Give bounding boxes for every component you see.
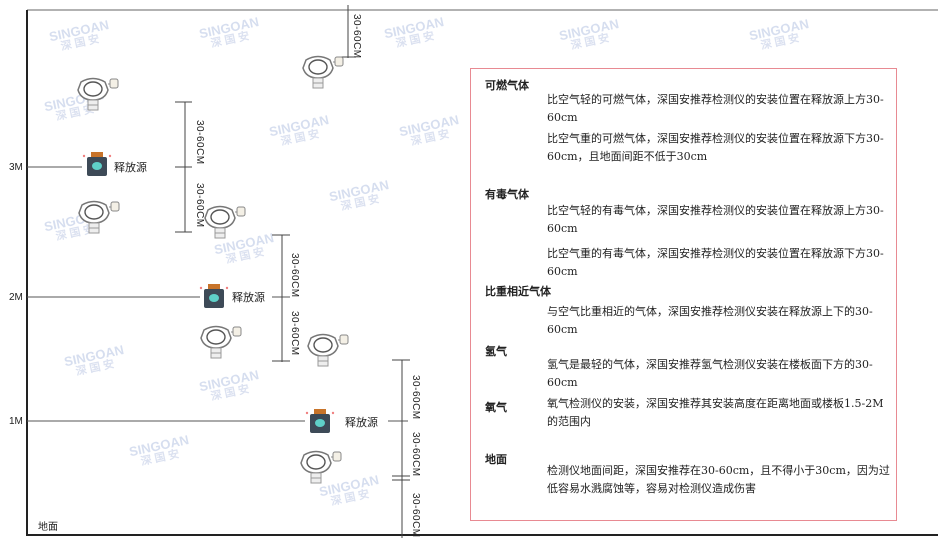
dimension-label: 30-60CM [194, 120, 205, 165]
dimension-label: 30-60CM [410, 432, 421, 477]
section-title-hydrogen: 氢气 [485, 345, 507, 358]
section-text: 比空气重的可燃气体，深国安推荐检测仪的安装位置在释放源下方30-60cm，且地面… [547, 132, 884, 163]
gas-detector-icon [307, 333, 349, 367]
gas-detector-icon [302, 55, 344, 89]
gas-detector-icon [78, 200, 120, 234]
section-title-similar-density: 比重相近气体 [485, 285, 551, 298]
section-title-toxic: 有毒气体 [485, 188, 529, 201]
level-label-2m: 2M [9, 292, 23, 303]
installation-guide-panel: 可燃气体 比空气轻的可燃气体，深国安推荐检测仪的安装位置在释放源上方30-60c… [470, 68, 897, 521]
dimension-lines [175, 5, 410, 538]
gas-detector-icon [77, 77, 119, 111]
release-source-icon [82, 152, 112, 176]
release-source-icon [305, 409, 335, 433]
dimension-label: 30-60CM [194, 183, 205, 228]
section-text: 比空气重的有毒气体，深国安推荐检测仪的安装位置在释放源下方30-60cm [547, 247, 884, 278]
dimension-label: 30-60CM [289, 311, 300, 356]
dimension-label: 30-60CM [410, 493, 421, 538]
level-label-1m: 1M [9, 416, 23, 427]
level-label-3m: 3M [9, 162, 23, 173]
section-title-combustible: 可燃气体 [485, 79, 529, 92]
release-source-label: 释放源 [345, 416, 378, 429]
gas-detector-icon [300, 450, 342, 484]
section-text: 比空气轻的有毒气体，深国安推荐检测仪的安装位置在释放源上方30-60cm [547, 204, 884, 235]
ground-label: 地面 [38, 522, 58, 533]
release-source-label: 释放源 [232, 291, 265, 304]
section-text: 检测仪地面间距，深国安推荐在30-60cm，且不得小于30cm，因为过低容易水溅… [547, 464, 890, 495]
section-text: 与空气比重相近的气体，深国安推荐检测仪安装在释放源上下的30-60cm [547, 305, 873, 336]
section-title-ground: 地面 [485, 453, 507, 466]
release-source-label: 释放源 [114, 161, 147, 174]
section-text: 氢气是最轻的气体，深国安推荐氢气检测仪安装在楼板面下方的30-60cm [547, 358, 873, 389]
release-source-icon [199, 284, 229, 308]
section-text: 氧气检测仪的安装，深国安推荐其安装高度在距离地面或楼板1.5-2M的范围内 [547, 397, 884, 428]
section-title-oxygen: 氧气 [485, 401, 507, 414]
section-text: 比空气轻的可燃气体，深国安推荐检测仪的安装位置在释放源上方30-60cm [547, 93, 884, 124]
dimension-label: 30-60CM [351, 14, 362, 59]
gas-detector-icon [204, 205, 246, 239]
dimension-label: 30-60CM [410, 375, 421, 420]
dimension-label: 30-60CM [289, 253, 300, 298]
gas-detector-icon [200, 325, 242, 359]
